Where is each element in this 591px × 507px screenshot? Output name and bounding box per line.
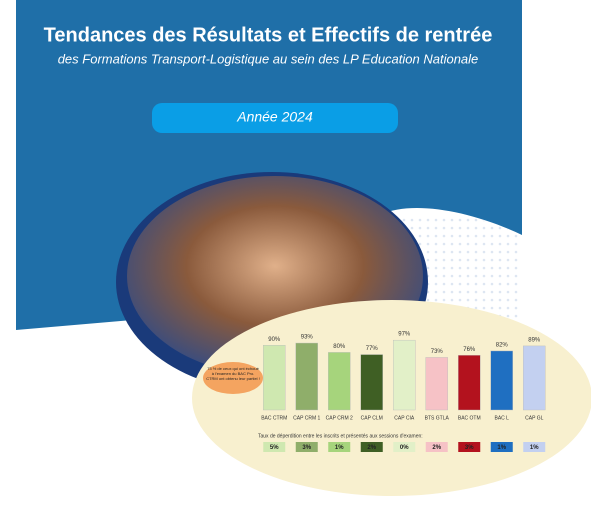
x-tick-label: BAC OTM bbox=[458, 415, 481, 421]
value-label: 89% bbox=[528, 337, 541, 343]
bar bbox=[523, 345, 546, 411]
loss-box bbox=[490, 442, 513, 452]
bar bbox=[393, 339, 416, 411]
loss-box bbox=[523, 442, 546, 452]
x-tick-label: BTS GTLA bbox=[425, 415, 450, 421]
loss-value: 2% bbox=[432, 445, 441, 451]
loss-value: 1% bbox=[335, 445, 344, 451]
bar bbox=[490, 350, 513, 411]
x-tick-label: CAP GL bbox=[525, 415, 543, 421]
x-tick-label: BAC CTRM bbox=[261, 415, 287, 421]
year-button[interactable] bbox=[152, 103, 398, 133]
bar bbox=[360, 354, 383, 411]
bar bbox=[295, 342, 318, 411]
loss-value: 3% bbox=[465, 445, 474, 451]
subtitle: des Formations Transport-Logistique au s… bbox=[58, 51, 479, 66]
callout-text: 73 % de ceux qui ont échoué à l'examen d… bbox=[206, 366, 260, 381]
loss-box bbox=[458, 442, 481, 452]
x-tick-label: CAP CLM bbox=[361, 415, 383, 421]
bar bbox=[458, 355, 481, 411]
value-label: 80% bbox=[333, 344, 346, 350]
loss-box bbox=[295, 442, 318, 452]
value-label: 76% bbox=[463, 347, 476, 353]
loss-value: 5% bbox=[270, 445, 279, 451]
loss-box bbox=[425, 442, 448, 452]
loss-title: Taux de déperdition entre les inscrits e… bbox=[258, 433, 423, 439]
loss-box bbox=[328, 442, 351, 452]
value-label: 97% bbox=[398, 332, 411, 338]
callout-box: 73 % de ceux qui ont échoué à l'examen d… bbox=[206, 366, 260, 381]
x-tick-label: BAC L bbox=[495, 415, 510, 421]
loss-box bbox=[393, 442, 416, 452]
year-label: Année 2024 bbox=[236, 109, 313, 125]
loss-box bbox=[263, 442, 286, 452]
bar bbox=[425, 357, 448, 411]
loss-value: 1% bbox=[497, 445, 506, 451]
loss-value: 2% bbox=[367, 445, 376, 451]
loss-value: 3% bbox=[302, 445, 311, 451]
bar bbox=[328, 352, 351, 411]
x-tick-label: CAP CIA bbox=[394, 415, 415, 421]
loss-value: 1% bbox=[530, 445, 539, 451]
callout bbox=[203, 362, 263, 394]
value-label: 90% bbox=[268, 337, 281, 343]
value-label: 73% bbox=[431, 349, 444, 355]
loss-value: 0% bbox=[400, 445, 409, 451]
bar bbox=[263, 345, 286, 411]
x-tick-label: CAP CRM 1 bbox=[293, 415, 320, 421]
value-label: 82% bbox=[496, 343, 509, 349]
loss-box bbox=[360, 442, 383, 452]
value-label: 77% bbox=[366, 346, 379, 352]
value-label: 93% bbox=[301, 335, 314, 341]
x-tick-label: CAP CRM 2 bbox=[326, 415, 353, 421]
title: Tendances des Résultats et Effectifs de … bbox=[44, 24, 493, 46]
